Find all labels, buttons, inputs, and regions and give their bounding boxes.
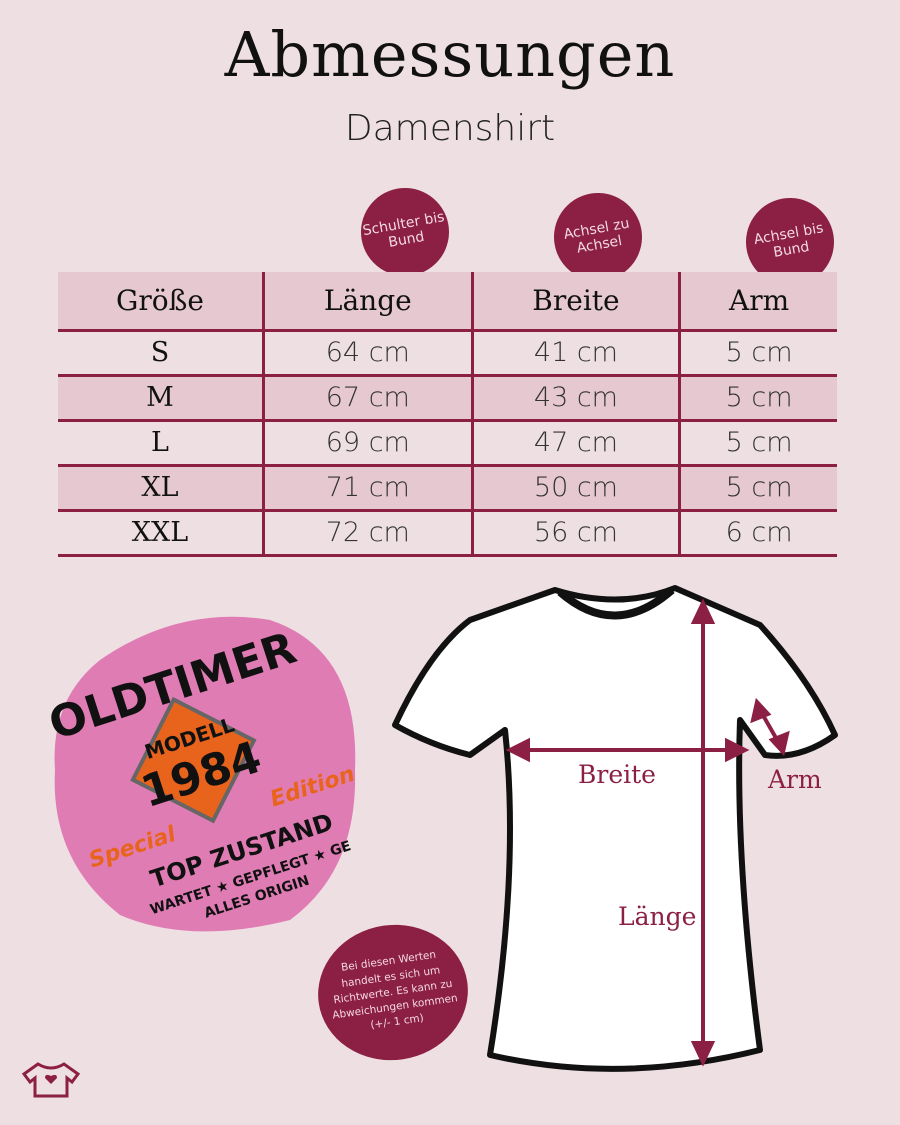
table-row: XXL 72 cm 56 cm 6 cm (58, 510, 837, 557)
size-cell: M (58, 375, 264, 422)
width-cell: 50 cm (470, 465, 680, 512)
size-cell: S (58, 330, 264, 377)
width-cell: 47 cm (470, 420, 680, 467)
arm-cell: 5 cm (678, 465, 837, 512)
page-title: Abmessungen (224, 18, 676, 91)
table-row: M 67 cm 43 cm 5 cm (58, 375, 837, 422)
length-cell: 69 cm (261, 420, 473, 467)
header-arm: Arm (678, 272, 837, 332)
shirt-design-print: OLDTIMER MODELL 1984 Special Edition TOP… (43, 616, 358, 932)
width-cell: 43 cm (470, 375, 680, 422)
length-cell: 64 cm (261, 330, 473, 377)
table-row: L 69 cm 47 cm 5 cm (58, 420, 837, 467)
size-cell: XL (58, 465, 264, 512)
arm-cell: 5 cm (678, 420, 837, 467)
header-length: Länge (261, 272, 473, 332)
length-cell: 67 cm (261, 375, 473, 422)
arm-cell: 5 cm (678, 330, 837, 377)
label-breite: Breite (578, 760, 656, 789)
size-table: Größe Länge Breite Arm S 64 cm 41 cm 5 cm M… (58, 272, 837, 557)
tshirt-outline (392, 585, 838, 1072)
header-size: Größe (58, 272, 264, 332)
header-width: Breite (470, 272, 680, 332)
table-header: Größe Länge Breite Arm (58, 272, 837, 332)
arm-cell: 6 cm (678, 510, 837, 557)
width-cell: 41 cm (470, 330, 680, 377)
size-cell: L (58, 420, 264, 467)
length-cell: 71 cm (261, 465, 473, 512)
page-subtitle: Damenshirt (344, 108, 556, 149)
shirt-heart-logo-icon (21, 1062, 81, 1098)
arm-cell: 5 cm (678, 375, 837, 422)
table-row: S 64 cm 41 cm 5 cm (58, 330, 837, 377)
length-cell: 72 cm (261, 510, 473, 557)
label-laenge: Länge (618, 902, 697, 931)
width-cell: 56 cm (470, 510, 680, 557)
size-cell: XXL (58, 510, 264, 557)
table-row: XL 71 cm 50 cm 5 cm (58, 465, 837, 512)
label-arm: Arm (768, 765, 822, 794)
